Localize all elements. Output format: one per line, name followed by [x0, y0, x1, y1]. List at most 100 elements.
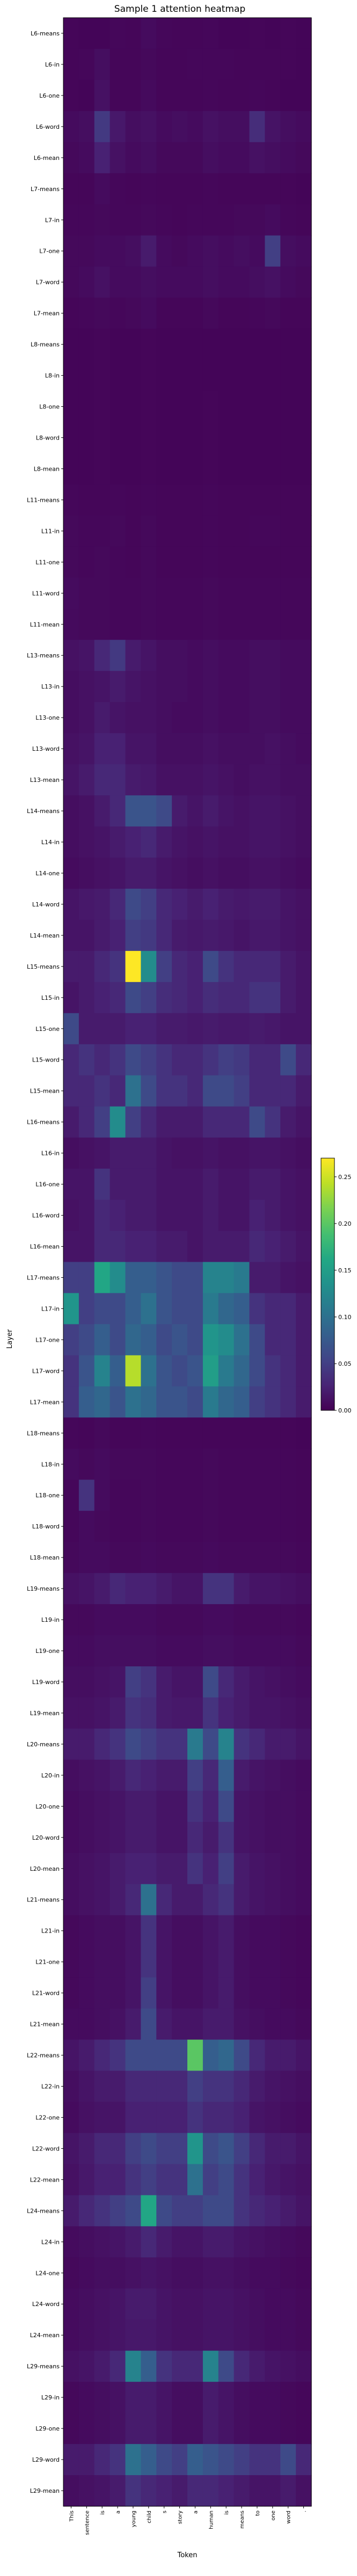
heatmap-cell: [265, 2288, 281, 2320]
heatmap-cell: [234, 795, 250, 827]
heatmap-cell: [110, 609, 126, 640]
heatmap-cell: [218, 1666, 235, 1698]
heatmap-cell: [218, 1293, 235, 1325]
heatmap-cell: [296, 2382, 312, 2413]
heatmap-cell: [172, 919, 188, 952]
heatmap-cell: [156, 1044, 172, 1076]
heatmap-cell: [187, 1915, 203, 1947]
heatmap-cell: [94, 328, 111, 361]
heatmap-cell: [265, 2008, 281, 2040]
heatmap-cell: [94, 1728, 111, 1760]
heatmap-cell: [218, 18, 235, 49]
heatmap-cell: [280, 111, 296, 143]
heatmap-cell: [218, 111, 235, 143]
heatmap-cell: [94, 1386, 111, 1418]
heatmap-cell: [234, 2444, 250, 2476]
heatmap-cell: [172, 515, 188, 547]
heatmap-cell: [110, 453, 126, 485]
heatmap-cell: [280, 1293, 296, 1325]
heatmap-cell: [249, 1946, 265, 1978]
y-tick-label: L6-mean: [34, 155, 60, 162]
heatmap-cell: [141, 453, 157, 485]
heatmap-cell: [296, 1355, 312, 1387]
heatmap-cell: [63, 111, 79, 143]
heatmap-cell: [265, 1480, 281, 1511]
heatmap-cell: [78, 328, 95, 361]
heatmap-cell: [110, 2039, 126, 2072]
heatmap-cell: [94, 2475, 111, 2507]
heatmap-cell: [249, 1573, 265, 1605]
heatmap-cell: [172, 1262, 188, 1294]
heatmap-cell: [249, 2475, 265, 2507]
heatmap-cell: [156, 2382, 172, 2413]
heatmap-cell: [280, 1759, 296, 1791]
heatmap-cell: [110, 2102, 126, 2134]
heatmap-cell: [125, 1604, 141, 1636]
heatmap-cell: [141, 2319, 157, 2351]
heatmap-cell: [280, 1915, 296, 1947]
heatmap-cell: [172, 1759, 188, 1791]
heatmap-cell: [156, 2039, 172, 2072]
heatmap-cell: [156, 1137, 172, 1169]
heatmap-cell: [234, 1853, 250, 1885]
heatmap-cell: [202, 640, 219, 671]
heatmap-cell: [280, 795, 296, 827]
heatmap-cell: [156, 1386, 172, 1418]
heatmap-cell: [63, 422, 79, 454]
heatmap-cell: [156, 2444, 172, 2476]
heatmap-cell: [234, 1915, 250, 1947]
heatmap-cell: [110, 764, 126, 796]
heatmap-cell: [296, 1573, 312, 1605]
heatmap-cell: [296, 1199, 312, 1232]
heatmap-cell: [234, 1759, 250, 1791]
heatmap-cell: [78, 1604, 95, 1636]
heatmap-cell: [125, 422, 141, 454]
heatmap-cell: [249, 1977, 265, 2009]
heatmap-cell: [63, 297, 79, 330]
heatmap-cell: [265, 2195, 281, 2227]
heatmap-cell: [265, 1448, 281, 1480]
heatmap-cell: [94, 546, 111, 578]
heatmap-cell: [249, 2382, 265, 2413]
heatmap-cell: [125, 111, 141, 143]
y-tick-label: L7-in: [45, 217, 60, 224]
heatmap-cell: [110, 795, 126, 827]
heatmap-cell: [125, 2319, 141, 2351]
heatmap-cell: [78, 2351, 95, 2382]
heatmap-cell: [156, 919, 172, 952]
heatmap-cell: [218, 2382, 235, 2413]
heatmap-cell: [156, 173, 172, 205]
heatmap-cell: [234, 1417, 250, 1449]
heatmap-cell: [218, 546, 235, 578]
heatmap-cell: [63, 2288, 79, 2320]
heatmap-cell: [234, 2351, 250, 2382]
heatmap-cell: [249, 2039, 265, 2072]
heatmap-cell: [265, 1231, 281, 1263]
heatmap-cell: [234, 1884, 250, 1916]
heatmap-cell: [265, 2226, 281, 2258]
heatmap-cell: [218, 2164, 235, 2196]
heatmap-cell: [110, 79, 126, 112]
heatmap-cell: [110, 142, 126, 174]
heatmap-cell: [218, 609, 235, 640]
heatmap-cell: [218, 1137, 235, 1169]
heatmap-cell: [94, 1697, 111, 1729]
heatmap-cell: [187, 2257, 203, 2289]
heatmap-cell: [125, 546, 141, 578]
heatmap-cell: [218, 764, 235, 796]
colorbar-gradient: [320, 1158, 335, 1411]
heatmap-cell: [125, 671, 141, 702]
heatmap-cell: [141, 1448, 157, 1480]
heatmap-cell: [218, 1915, 235, 1947]
heatmap-cell: [249, 1013, 265, 1045]
heatmap-cell: [94, 1977, 111, 2009]
heatmap-cell: [94, 1790, 111, 1823]
heatmap-cell: [234, 1604, 250, 1636]
heatmap-cell: [265, 950, 281, 983]
y-tick-label: L8-means: [31, 341, 60, 348]
heatmap-cell: [218, 1604, 235, 1636]
y-tick-label: L19-mean: [30, 1710, 60, 1717]
heatmap-cell: [78, 453, 95, 485]
heatmap-cell: [202, 1946, 219, 1978]
heatmap-cell: [296, 142, 312, 174]
